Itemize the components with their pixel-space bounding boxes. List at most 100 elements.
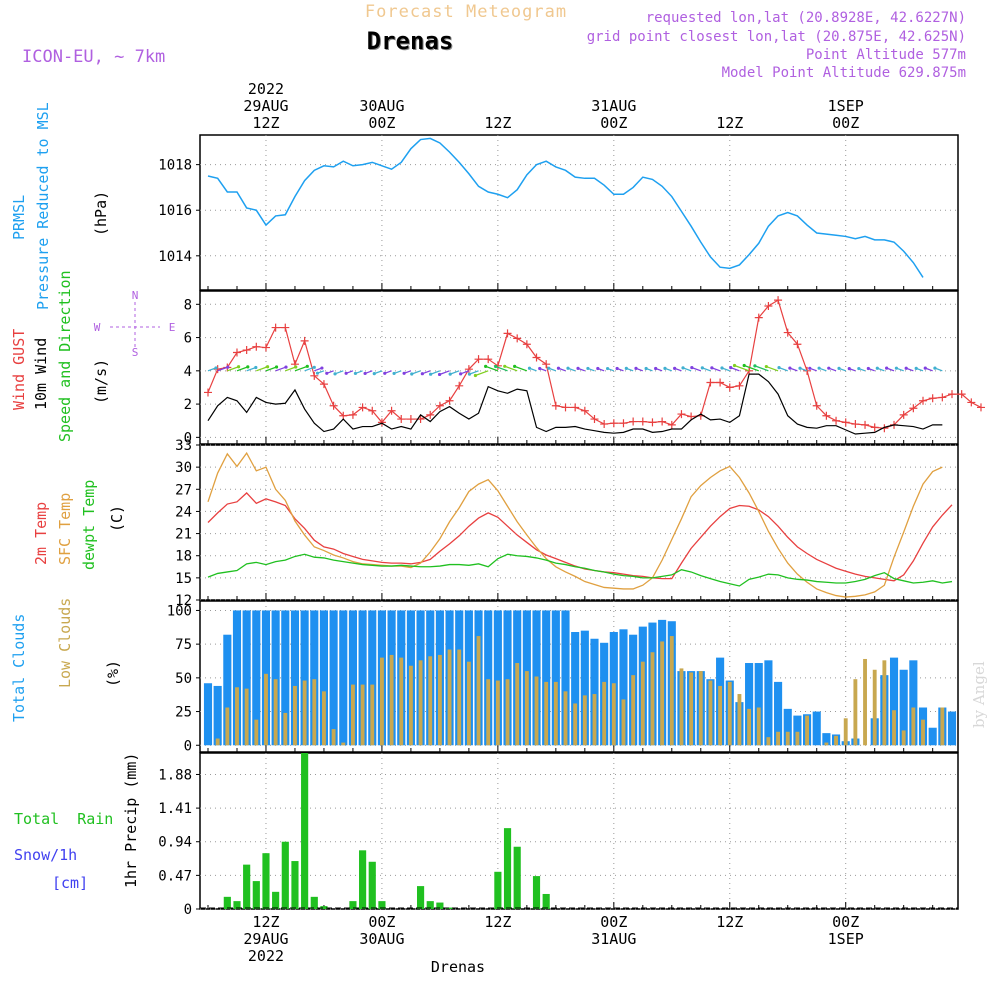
total-cloud-bar: [754, 663, 763, 746]
gust-point: [938, 393, 947, 402]
wind-arrow-head: [681, 366, 685, 370]
wind-arrow-head: [312, 365, 316, 369]
wind-arrow-head: [742, 363, 746, 368]
total-cloud-bar: [484, 610, 493, 746]
gust-point: [426, 410, 435, 419]
wind-direction-arrow: [743, 364, 759, 372]
wind-arrow-head: [473, 373, 478, 378]
low-cloud-bar: [515, 663, 520, 746]
low-cloud-bar: [611, 683, 616, 746]
bottom-time-label: 12Z: [252, 913, 279, 931]
y-tick-label: 12: [175, 593, 192, 609]
grid-point-coords: grid point closest lon,lat (20.875E, 42.…: [587, 29, 966, 45]
wind-arrow-head: [914, 366, 918, 370]
gust-point: [677, 410, 686, 419]
low-cloud-bar: [370, 684, 375, 746]
total-cloud-bar: [368, 610, 377, 746]
model-altitude: Model Point Altitude 629.875m: [722, 65, 966, 81]
total-cloud-bar: [358, 610, 367, 746]
gust-point: [948, 390, 956, 399]
low-cloud-bar: [428, 656, 433, 746]
low-cloud-bar: [631, 675, 636, 746]
low-cloud-bar: [940, 707, 945, 746]
low-cloud-bar: [843, 718, 848, 746]
wind-direction-arrow: [449, 370, 460, 375]
wind-direction-arrow: [256, 366, 268, 372]
wind-arrow-head: [837, 366, 841, 370]
wind-arrow-head: [237, 365, 241, 369]
gust-point: [919, 396, 928, 405]
gust-point: [658, 417, 667, 426]
bottom-time-label: 12Z: [716, 913, 743, 931]
rain-bar: [272, 891, 280, 909]
y-tick-label: 0: [184, 430, 192, 446]
total-cloud-bar: [203, 683, 213, 746]
low-cloud-bar: [447, 649, 452, 746]
wind-direction-arrow: [514, 365, 528, 372]
gust-point: [455, 381, 464, 390]
panel-frame: [199, 134, 959, 291]
low-cloud-bar: [892, 710, 896, 746]
low-cloud-bar: [660, 641, 665, 746]
total-cloud-bar: [339, 610, 348, 746]
rain-bar: [426, 901, 434, 909]
low-cloud-bar: [621, 699, 626, 746]
gust-point: [464, 365, 473, 374]
wind-arrow-head: [566, 366, 570, 370]
rain-bar: [416, 886, 425, 909]
wind-dir-label: Speed and Direction: [56, 270, 74, 442]
wind-arrow-head: [663, 366, 667, 370]
low-cloud-bar: [776, 731, 781, 746]
rain-bar: [310, 896, 318, 909]
gust-point: [706, 378, 715, 387]
wind-arrow-head: [827, 366, 831, 370]
low-cloud-bar: [322, 691, 326, 746]
total-cloud-bar: [213, 685, 222, 746]
wind-direction-arrow: [236, 366, 249, 372]
top-time-label: 29AUG: [243, 97, 288, 115]
wind-arrow-head: [673, 366, 677, 370]
bottom-time-label: 1SEP: [828, 930, 864, 948]
wind-arrow-head: [344, 371, 348, 375]
rain-bar: [378, 901, 386, 909]
bottom-time-label: 30AUG: [359, 930, 404, 948]
low-cloud-bar: [457, 649, 462, 746]
gust-point: [532, 353, 541, 362]
low-cloud-bar: [331, 729, 336, 746]
low-cloud-bar: [785, 731, 790, 746]
gust-point: [319, 380, 328, 389]
gust-point: [735, 381, 744, 390]
total-cloud-bar: [551, 610, 560, 746]
gust-point: [870, 423, 879, 432]
gust-point: [561, 403, 570, 412]
gust-point: [551, 401, 560, 410]
rain-bar: [445, 907, 454, 909]
gust-point: [358, 403, 367, 412]
wind-direction-arrow: [766, 365, 779, 372]
gust-point: [822, 411, 831, 420]
low-cloud-bar: [679, 668, 684, 746]
wind-arrow-head: [325, 371, 329, 375]
total-cloud-bar: [329, 610, 338, 746]
wind-direction-arrow: [294, 365, 308, 372]
y-tick-label: 24: [175, 504, 192, 520]
low-cloud-bar: [863, 658, 867, 746]
gust-point: [571, 403, 580, 412]
gust-point: [252, 342, 261, 351]
low-cloud-bar: [293, 685, 297, 746]
gust-point: [600, 420, 609, 429]
point-altitude: Point Altitude 577m: [806, 47, 966, 63]
top-time-label: 31AUG: [591, 97, 636, 115]
wind-arrow-head: [214, 366, 218, 370]
total-cloud-bar: [290, 610, 300, 746]
prmsl-label: PRMSL: [10, 195, 28, 240]
low-cloud-bar: [834, 735, 838, 746]
precip-ylabel: 1hr Precip (mm): [122, 753, 140, 888]
wind-direction-arrow: [439, 370, 450, 376]
watermark: by Angel: [970, 661, 988, 728]
wind-arrow-head: [615, 366, 619, 371]
wind-arrow-head: [866, 366, 870, 371]
low-cloud-bar: [901, 730, 906, 746]
y-tick-label: 1.41: [158, 801, 192, 817]
